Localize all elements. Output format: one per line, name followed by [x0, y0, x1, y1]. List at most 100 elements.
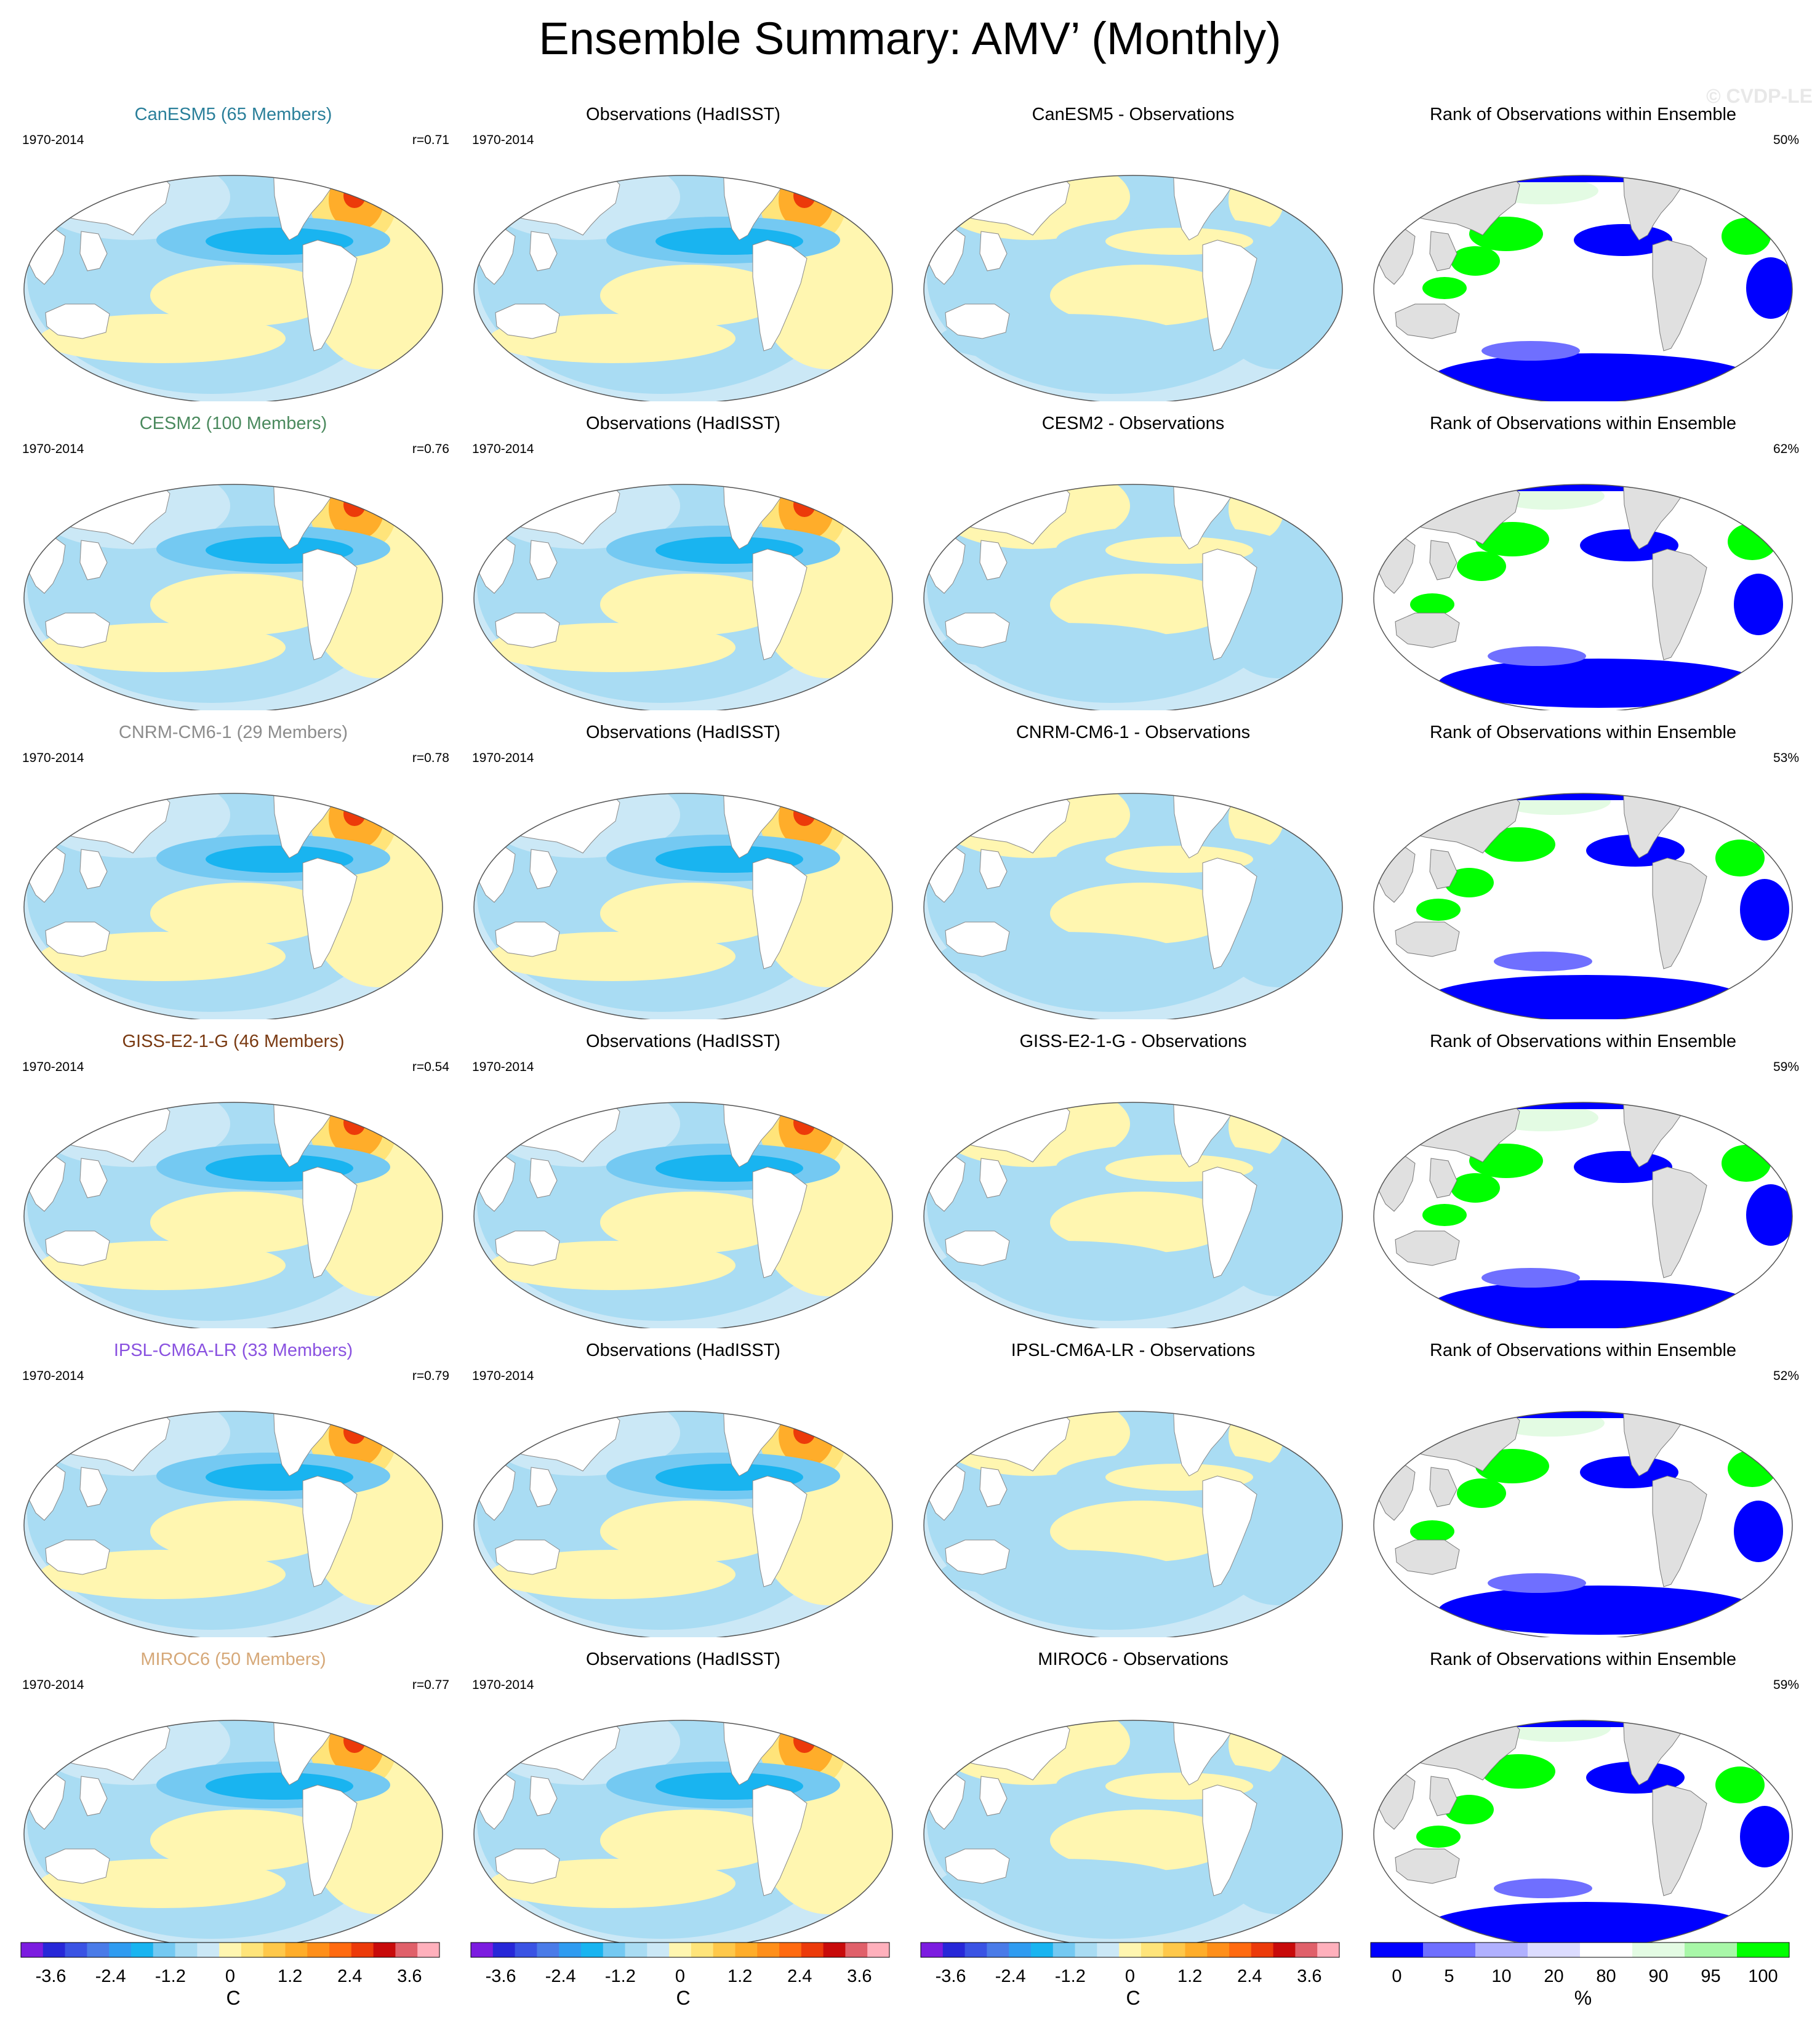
panel-title: Observations (HadISST) [586, 414, 780, 433]
colorbar-swatch [87, 1943, 110, 1957]
model-panel: CNRM-CM6-1 (29 Members) 1970-2014 r=0.78 [9, 710, 458, 1019]
sst-anomaly-map [23, 484, 443, 710]
rank-panel: Rank of Observations within Ensemble 53% [1358, 710, 1808, 1019]
colorbar-swatches: -3.6 -2.4 -1.2 0 1.2 2.4 3.6 [920, 1942, 1340, 1986]
colorbar-swatch [1317, 1943, 1340, 1957]
colorbar-tick-label: 3.6 [397, 1967, 422, 1986]
sst-anomaly-map [23, 1411, 443, 1637]
colorbar-tick-label: -1.2 [605, 1967, 636, 1986]
colorbar-tick-label: 10 [1491, 1967, 1511, 1986]
colorbar-swatch [1097, 1943, 1120, 1957]
panel-title: Observations (HadISST) [586, 105, 780, 124]
colorbar-swatch [987, 1943, 1009, 1957]
obs-panel: Observations (HadISST) 1970-2014 [459, 92, 908, 401]
colorbar-swatch [779, 1943, 802, 1957]
model-panel: IPSL-CM6A-LR (33 Members) 1970-2014 r=0.79 [9, 1328, 458, 1637]
period-label: 1970-2014 [22, 1369, 84, 1383]
diff-panel: MIROC6 - Observations [908, 1637, 1358, 1946]
sst-anomaly-map [23, 175, 443, 401]
correlation-label: r=0.79 [412, 1369, 449, 1383]
sst-anomaly-map [473, 1411, 893, 1637]
panel-title: MIROC6 (50 Members) [140, 1650, 326, 1669]
colorbar-swatch [867, 1943, 890, 1957]
panel-title: Observations (HadISST) [586, 1341, 780, 1360]
colorbar-tick-label: 100 [1748, 1967, 1778, 1986]
colorbar-swatch [1632, 1943, 1685, 1957]
colorbar-swatch [307, 1943, 330, 1957]
model-panel: CanESM5 (65 Members) 1970-2014 r=0.71 [9, 92, 458, 401]
panel-title: CanESM5 (65 Members) [134, 105, 332, 124]
colorbar-tick-label: 2.4 [337, 1967, 362, 1986]
sst-anomaly-map [23, 1102, 443, 1328]
colorbar-tick-label: 1.2 [1177, 1967, 1202, 1986]
colorbar-tick-label: 0 [1392, 1967, 1401, 1986]
sst-anomaly-map [23, 1720, 443, 1946]
sst-colorbar: -3.6 -2.4 -1.2 0 1.2 2.4 3.6 C [459, 1939, 908, 2031]
sst-colorbar: -3.6 -2.4 -1.2 0 1.2 2.4 3.6 C [9, 1939, 458, 2031]
sst-anomaly-map [923, 1720, 1343, 1946]
colorbar-swatch [1273, 1943, 1296, 1957]
colorbar-unit: C [1126, 1987, 1141, 2009]
colorbar-swatch [417, 1943, 440, 1957]
colorbar-swatch [603, 1943, 626, 1957]
colorbar-swatch [1475, 1943, 1528, 1957]
colorbar-swatch [515, 1943, 537, 1957]
colorbar-swatch [1163, 1943, 1185, 1957]
colorbar-swatch [625, 1943, 647, 1957]
colorbar-tick-label: 3.6 [847, 1967, 872, 1986]
colorbar-swatch [1229, 1943, 1252, 1957]
panel-title: Rank of Observations within Ensemble [1429, 105, 1737, 124]
panel-title: GISS-E2-1-G - Observations [1019, 1032, 1247, 1051]
sst-anomaly-map [923, 793, 1343, 1019]
colorbar-swatch [175, 1943, 198, 1957]
colorbar-tick-label: 2.4 [1237, 1967, 1262, 1986]
colorbar-tick-label: -1.2 [1055, 1967, 1086, 1986]
colorbar-tick-label: -2.4 [545, 1967, 576, 1986]
colorbar-swatch [713, 1943, 736, 1957]
colorbar-tick-label: -3.6 [936, 1967, 966, 1986]
colorbar-swatch [1580, 1943, 1633, 1957]
panel-title: GISS-E2-1-G (46 Members) [122, 1032, 345, 1051]
panel-title: CESM2 - Observations [1041, 414, 1225, 433]
obs-panel: Observations (HadISST) 1970-2014 [459, 401, 908, 710]
model-panel: MIROC6 (50 Members) 1970-2014 r=0.77 [9, 1637, 458, 1946]
colorbar-swatch [1251, 1943, 1274, 1957]
rank-percent-label: 52% [1773, 1369, 1799, 1383]
period-label: 1970-2014 [472, 1678, 534, 1692]
colorbar-swatch [823, 1943, 846, 1957]
sst-anomaly-map [473, 793, 893, 1019]
colorbar-swatch [1737, 1943, 1790, 1957]
rank-panel: Rank of Observations within Ensemble 59% [1358, 1019, 1808, 1328]
colorbar-swatch [845, 1943, 868, 1957]
sst-anomaly-map [23, 793, 443, 1019]
sst-anomaly-map [473, 484, 893, 710]
correlation-label: r=0.77 [412, 1678, 449, 1692]
colorbar-swatch [691, 1943, 714, 1957]
colorbar-swatch [1185, 1943, 1208, 1957]
colorbar-swatch [559, 1943, 582, 1957]
colorbar-swatch [1207, 1943, 1230, 1957]
colorbar-swatch [757, 1943, 780, 1957]
rank-percent-label: 62% [1773, 442, 1799, 456]
rank-map [1373, 484, 1793, 710]
colorbar-swatch [263, 1943, 286, 1957]
colorbar-tick-label: 3.6 [1297, 1967, 1321, 1986]
sst-colorbar: -3.6 -2.4 -1.2 0 1.2 2.4 3.6 C [908, 1939, 1358, 2031]
period-label: 1970-2014 [472, 442, 534, 456]
colorbar-swatch [1295, 1943, 1318, 1957]
sst-anomaly-map [923, 1102, 1343, 1328]
page-title: Ensemble Summary: AMV’ (Monthly) [539, 13, 1281, 64]
colorbar-swatch [1030, 1943, 1054, 1957]
colorbar-tick-label: 80 [1596, 1967, 1616, 1986]
colorbar-swatches: 0 5 10 20 80 90 95 100 [1370, 1942, 1790, 1986]
colorbar-swatch [329, 1943, 352, 1957]
colorbar-swatch [1052, 1943, 1076, 1957]
period-label: 1970-2014 [472, 751, 534, 765]
colorbar-swatch [42, 1943, 66, 1957]
period-label: 1970-2014 [22, 442, 84, 456]
panel-title: MIROC6 - Observations [1038, 1650, 1229, 1669]
panel-title: Rank of Observations within Ensemble [1429, 1341, 1737, 1360]
colorbar-swatch [1075, 1943, 1097, 1957]
panel-title: Observations (HadISST) [586, 1650, 780, 1669]
rank-colorbar: 0 5 10 20 80 90 95 100% [1358, 1939, 1808, 2031]
